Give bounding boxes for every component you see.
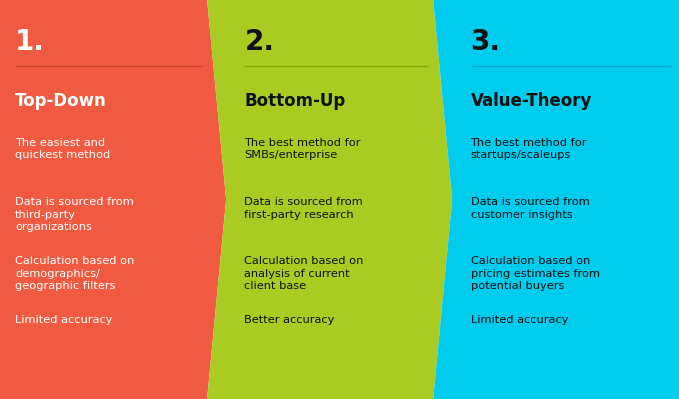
Text: 3.: 3.	[471, 28, 500, 56]
Text: Calculation based on
pricing estimates from
potential buyers: Calculation based on pricing estimates f…	[471, 256, 600, 291]
Polygon shape	[207, 0, 452, 399]
Text: 2.: 2.	[244, 28, 274, 56]
Text: Limited accuracy: Limited accuracy	[15, 315, 112, 325]
Text: Data is sourced from
first-party research: Data is sourced from first-party researc…	[244, 197, 363, 219]
Text: Top-Down: Top-Down	[15, 92, 107, 110]
Text: 1.: 1.	[15, 28, 45, 56]
Polygon shape	[0, 0, 226, 399]
Text: Calculation based on
demographics/
geographic filters: Calculation based on demographics/ geogr…	[15, 256, 134, 291]
Text: Limited accuracy: Limited accuracy	[471, 315, 568, 325]
Text: Data is sourced from
third-party
organizations: Data is sourced from third-party organiz…	[15, 197, 134, 232]
Text: The easiest and
quickest method: The easiest and quickest method	[15, 138, 110, 160]
Text: Bottom-Up: Bottom-Up	[244, 92, 346, 110]
Text: The best method for
SMBs/enterprise: The best method for SMBs/enterprise	[244, 138, 361, 160]
Text: Data is sourced from
customer insights: Data is sourced from customer insights	[471, 197, 589, 219]
Text: Value-Theory: Value-Theory	[471, 92, 592, 110]
Text: Better accuracy: Better accuracy	[244, 315, 335, 325]
Text: The best method for
startups/scaleups: The best method for startups/scaleups	[471, 138, 587, 160]
Polygon shape	[433, 0, 679, 399]
Text: Calculation based on
analysis of current
client base: Calculation based on analysis of current…	[244, 256, 364, 291]
